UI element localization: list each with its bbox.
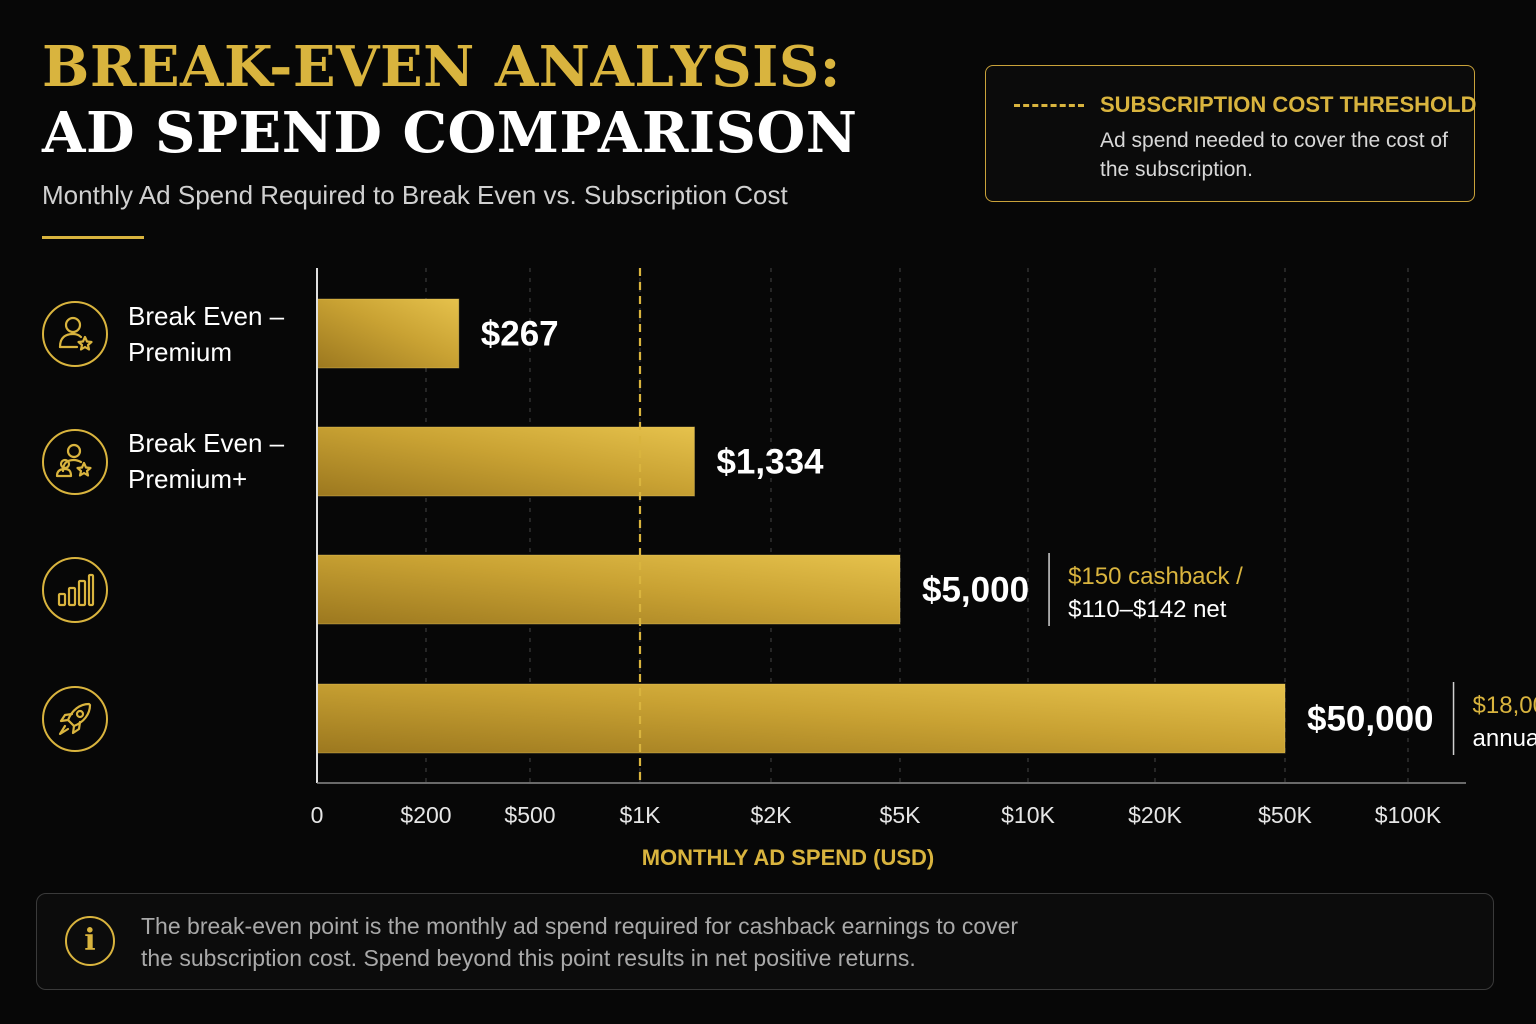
row-label-line: Premium (128, 337, 233, 367)
title-line-1: BREAK-EVEN ANALYSIS: (42, 34, 841, 100)
title-underline (42, 236, 144, 239)
row-label-premium-plus: Break Even – Premium+ (128, 425, 284, 497)
title-line-2: AD SPEND COMPARISON (42, 100, 858, 166)
axes: 0 $200 $500 $1K $2K $5K $10K $20K $50K $100K MONTH… (311, 268, 1466, 870)
x-tick-label: $20K (1128, 802, 1182, 828)
bar (316, 683, 1286, 754)
x-tick-label: $50K (1258, 802, 1312, 828)
break-even-bar-chart: $267 $1,334 $5,000 $150 cashback / $110–$142… (311, 268, 1536, 870)
user-star-icon (42, 301, 108, 367)
info-box: i The break-even point is the monthly ad… (36, 893, 1494, 990)
legend-description: Ad spend needed to cover the cost of the… (1100, 129, 1448, 181)
legend-title: SUBSCRIPTION COST THRESHOLD (1100, 92, 1477, 117)
x-axis-title: MONTHLY AD SPEND (USD) (642, 845, 935, 870)
bar-value-label: $5,000 (922, 571, 1029, 610)
info-text: The break-even point is the monthly ad s… (141, 913, 1019, 971)
bar-note-highlight: $18,000 (1473, 692, 1536, 719)
bar (316, 554, 901, 625)
bar-value-label: $50,000 (1307, 700, 1434, 739)
info-icon: i (65, 916, 115, 966)
x-tick-label: $5K (880, 802, 922, 828)
bar-note-text: $110–$142 net (1068, 596, 1227, 623)
x-tick-label: $10K (1001, 802, 1055, 828)
row-label-line: Premium+ (128, 464, 248, 494)
threshold-legend: SUBSCRIPTION COST THRESHOLD Ad spend nee… (985, 65, 1477, 202)
row-label-line: Break Even – (128, 428, 285, 458)
subtitle: Monthly Ad Spend Required to Break Even … (42, 180, 788, 210)
users-star-icon (42, 429, 108, 495)
x-tick-label: 0 (311, 802, 324, 828)
bars: $267 $1,334 $5,000 $150 cashback / $110–$142… (316, 298, 1536, 755)
bar-value-label: $1,334 (716, 443, 824, 482)
bar-note-text: annual cashback (1473, 725, 1536, 752)
bar-chart-icon (42, 557, 108, 623)
x-tick-label: $1K (620, 802, 662, 828)
x-tick-label: $500 (504, 802, 555, 828)
row-label-premium: Break Even – Premium (128, 298, 284, 370)
bar-note-highlight: $150 cashback / (1068, 563, 1243, 590)
x-tick-label: $100K (1375, 802, 1442, 828)
dashed-line-swatch (1014, 104, 1084, 107)
row-label-line: Break Even – (128, 301, 285, 331)
bar (316, 426, 695, 497)
rocket-icon (42, 686, 108, 752)
bar (316, 298, 460, 369)
x-tick-label: $2K (751, 802, 793, 828)
bar-value-label: $267 (481, 315, 559, 354)
x-tick-label: $200 (400, 802, 451, 828)
